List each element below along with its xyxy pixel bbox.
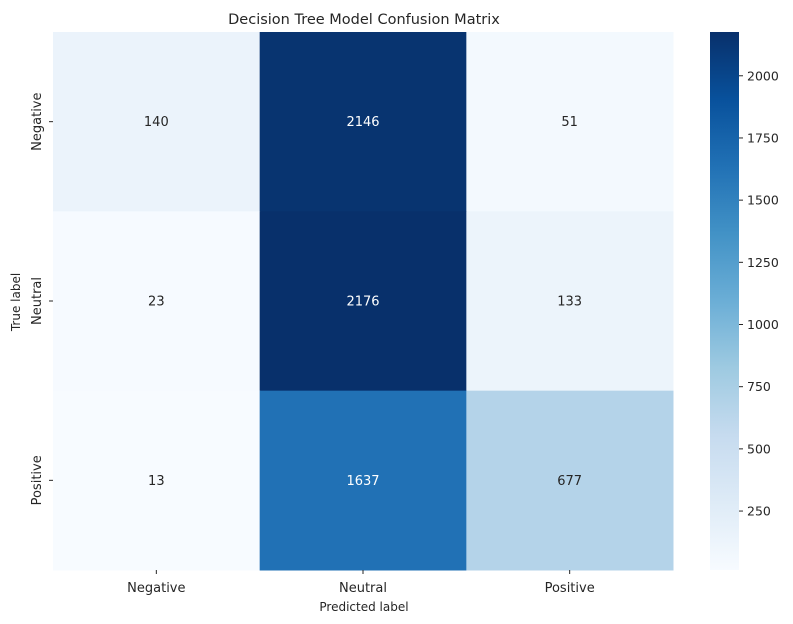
chart-title: Decision Tree Model Confusion Matrix: [228, 12, 500, 28]
cell-value-label: 677: [557, 474, 582, 489]
heatmap-cell: [53, 390, 261, 571]
colorbar-tick-label: 1750: [747, 130, 779, 145]
heatmap-cell: [466, 32, 674, 212]
y-axis-label: True label: [9, 273, 23, 332]
colorbar-tick-label: 1250: [747, 255, 779, 270]
cell-value-label: 51: [561, 115, 578, 130]
x-tick-label: Positive: [545, 581, 595, 596]
colorbar-tick-label: 500: [747, 441, 771, 456]
heatmap-cell: [259, 211, 467, 392]
y-tick-label: Negative: [30, 92, 45, 150]
cell-value-label: 1637: [346, 474, 379, 489]
heatmap-cell: [466, 390, 674, 571]
colorbar-tick-label: 1000: [747, 317, 779, 332]
x-axis: Negative Neutral Positive: [127, 570, 595, 596]
cell-value-label: 140: [144, 115, 169, 130]
colorbar: [710, 32, 739, 570]
heatmap-cell: [259, 390, 467, 571]
colorbar-tick-label: 250: [747, 504, 771, 519]
y-tick-label: Neutral: [30, 277, 45, 325]
heatmap-cell-labels: 140 2146 51 23 2176 133 13 1637 677: [144, 115, 582, 489]
cell-value-label: 23: [148, 295, 165, 310]
x-tick-label: Negative: [127, 581, 185, 596]
heatmap-cell: [259, 32, 467, 212]
cell-value-label: 133: [557, 295, 582, 310]
heatmap-cell: [53, 32, 261, 212]
cell-value-label: 2146: [346, 115, 379, 130]
heatmap-cell: [53, 211, 261, 392]
cell-value-label: 13: [148, 474, 165, 489]
colorbar-tick-label: 2000: [747, 68, 779, 83]
heatmap-cell: [466, 211, 674, 392]
colorbar-tick-label: 1500: [747, 193, 779, 208]
x-axis-label: Predicted label: [319, 600, 408, 614]
colorbar-tick-label: 750: [747, 379, 771, 394]
x-tick-label: Neutral: [339, 581, 387, 596]
colorbar-axis: 250 500 750 1000 1250 1500 1750 2000: [739, 68, 779, 519]
y-tick-label: Positive: [30, 455, 45, 505]
heatmap-cells: [53, 32, 674, 571]
y-axis: Negative Neutral Positive: [30, 92, 53, 505]
cell-value-label: 2176: [346, 295, 379, 310]
